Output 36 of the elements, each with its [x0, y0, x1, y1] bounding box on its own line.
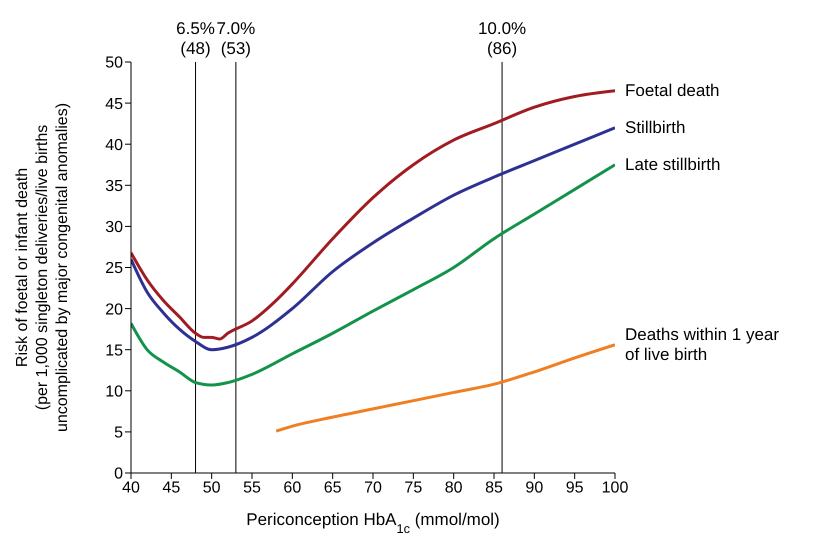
x-tick-label: 85	[485, 479, 503, 496]
y-tick-label: 35	[105, 178, 124, 195]
ref-line-label: 10.0% (86)	[478, 19, 526, 58]
line-series	[274, 343, 615, 433]
y-tick-label: 50	[105, 54, 124, 72]
x-tick-label: 55	[243, 479, 261, 496]
line-series	[131, 126, 615, 352]
x-tick-label: 65	[324, 479, 342, 496]
line-series	[131, 163, 615, 387]
y-axis-title: Risk of foetal or infant death (per 1,000 singleton deliveries/live births uncomplicated by major congenital anomalies)	[14, 102, 71, 432]
y-tick-label: 20	[105, 301, 124, 318]
series-label: Deaths within 1 year of live birth	[625, 324, 780, 364]
series-label: Foetal death	[625, 80, 720, 100]
ref-line-label: 7.0% (53)	[216, 19, 256, 58]
series-label: Stillbirth	[625, 118, 686, 137]
x-tick-label: 100	[602, 479, 628, 496]
series-label: Late stillbirth	[625, 154, 720, 174]
x-tick-label: 90	[525, 479, 544, 496]
x-tick-label: 75	[404, 479, 422, 496]
x-tick-label: 95	[566, 479, 584, 496]
y-tick-label: 45	[105, 96, 124, 113]
y-tick-label: 40	[105, 136, 124, 154]
y-tick-label: 25	[105, 260, 124, 278]
y-tick-label: 0	[114, 466, 124, 483]
line-series	[131, 89, 615, 341]
ref-line-label: 6.5% (48)	[176, 19, 215, 58]
x-tick-label: 80	[444, 479, 463, 496]
x-tick-label: 60	[283, 479, 302, 496]
y-tick-label: 10	[105, 383, 124, 400]
y-tick-label: 5	[114, 424, 124, 442]
x-tick-label: 45	[162, 479, 180, 496]
y-tick-label: 30	[105, 219, 124, 236]
y-tick-label: 15	[105, 342, 124, 360]
x-tick-label: 50	[202, 479, 221, 496]
x-tick-label: 70	[364, 479, 382, 496]
x-axis-title: Periconception HbA$_{1c}$ (mmol/mol)	[246, 510, 500, 536]
